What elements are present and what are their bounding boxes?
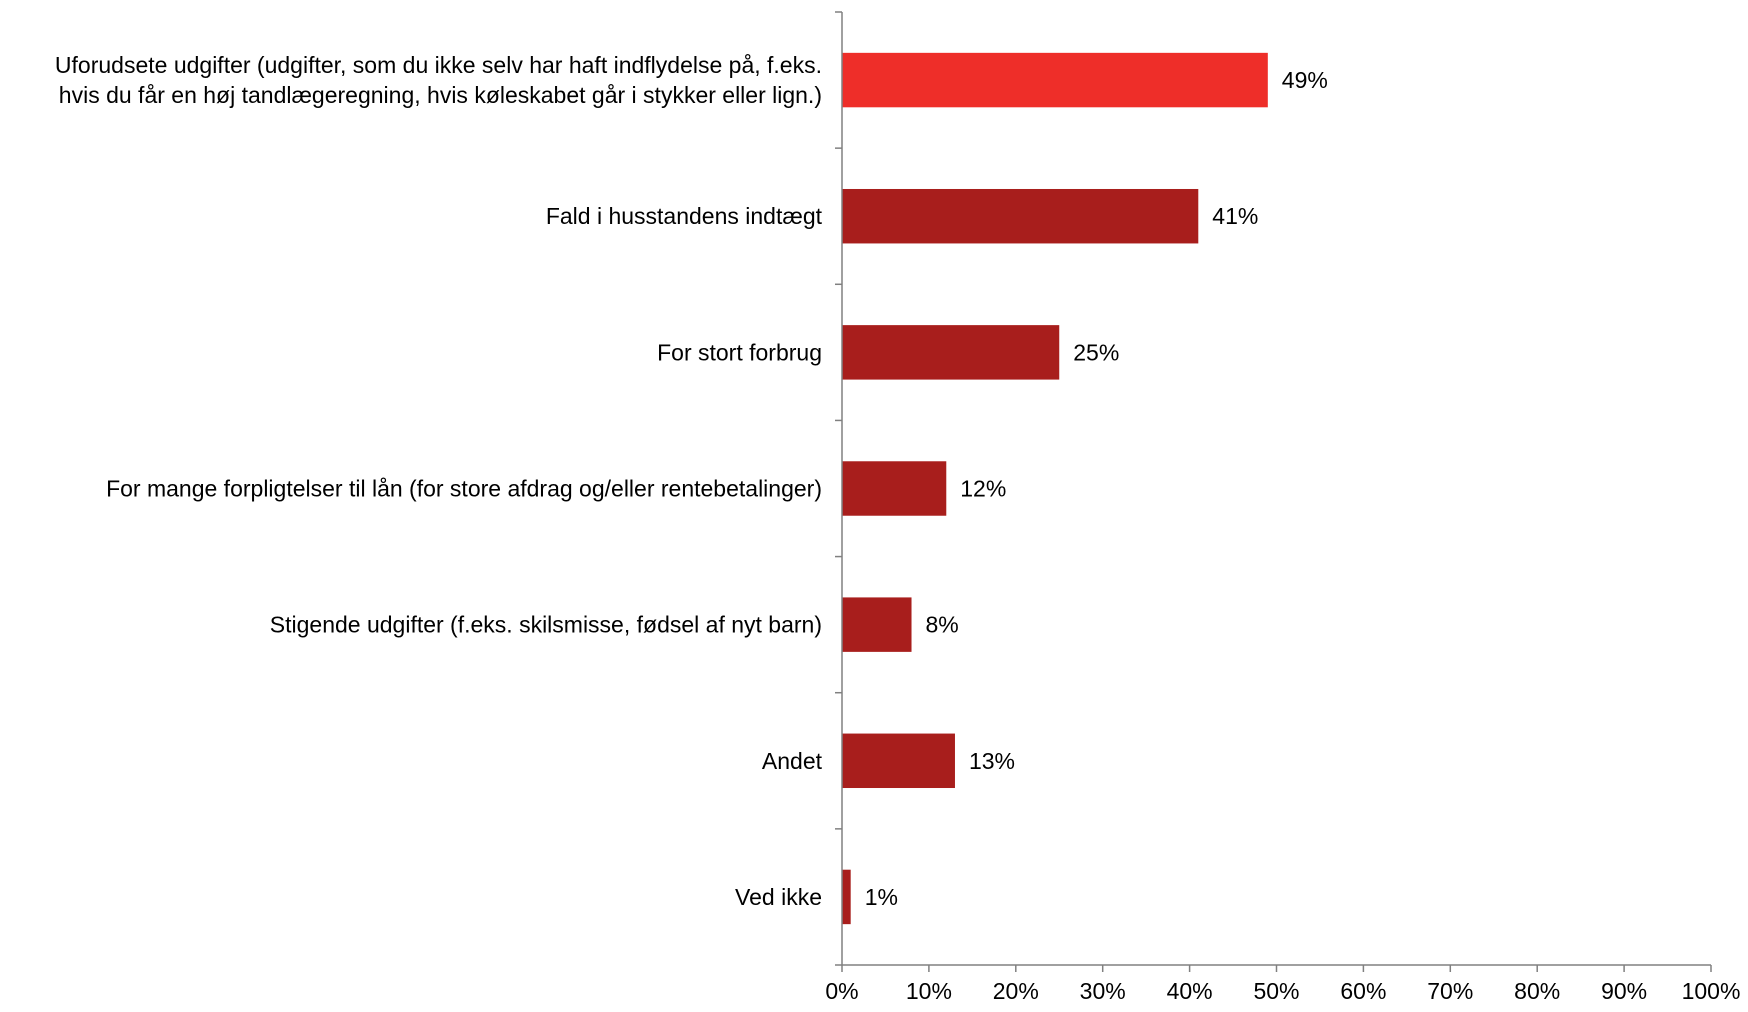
- x-tick-label-7: 70%: [1427, 978, 1473, 1004]
- bar-2: [842, 325, 1060, 380]
- category-label-6: Ved ikke: [735, 884, 822, 910]
- category-label-5: Andet: [762, 748, 823, 774]
- axes-layer: [835, 11, 1712, 972]
- category-label-3: For mange forpligtelser til lån (for sto…: [106, 476, 822, 502]
- x-tick-label-5: 50%: [1253, 978, 1299, 1004]
- labels-layer: 49% Uforudsete udgifter (udgifter, som du…: [55, 52, 1740, 1004]
- bar-0: [842, 52, 1268, 108]
- category-label-2: For stort forbrug: [657, 339, 822, 365]
- value-label-1: 41%: [1212, 203, 1258, 229]
- bar-5: [842, 733, 955, 789]
- bar-3: [842, 461, 947, 516]
- x-tick-label-1: 10%: [906, 978, 952, 1004]
- category-label-0-line-0: Uforudsete udgifter (udgifter, som du ik…: [55, 52, 822, 78]
- bar-4: [842, 597, 912, 652]
- bar-1: [842, 188, 1199, 244]
- category-label-0-line-1: hvis du får en høj tandlægeregning, hvis…: [59, 82, 822, 108]
- value-label-0: 49%: [1282, 67, 1328, 93]
- bar-6: [842, 869, 851, 925]
- bars-layer: [842, 52, 1268, 925]
- x-tick-label-10: 100%: [1682, 978, 1741, 1004]
- value-label-4: 8%: [926, 612, 959, 638]
- x-tick-label-3: 30%: [1080, 978, 1126, 1004]
- category-label-4: Stigende udgifter (f.eks. skilsmisse, fø…: [270, 612, 822, 638]
- value-label-6: 1%: [865, 884, 898, 910]
- x-tick-label-9: 90%: [1601, 978, 1647, 1004]
- x-tick-label-2: 20%: [993, 978, 1039, 1004]
- x-tick-label-6: 60%: [1340, 978, 1386, 1004]
- value-label-3: 12%: [960, 476, 1006, 502]
- x-tick-label-0: 0%: [825, 978, 858, 1004]
- x-tick-label-8: 80%: [1514, 978, 1560, 1004]
- value-label-2: 25%: [1073, 339, 1119, 365]
- category-label-1: Fald i husstandens indtægt: [546, 203, 823, 229]
- x-tick-label-4: 40%: [1167, 978, 1213, 1004]
- value-label-5: 13%: [969, 748, 1015, 774]
